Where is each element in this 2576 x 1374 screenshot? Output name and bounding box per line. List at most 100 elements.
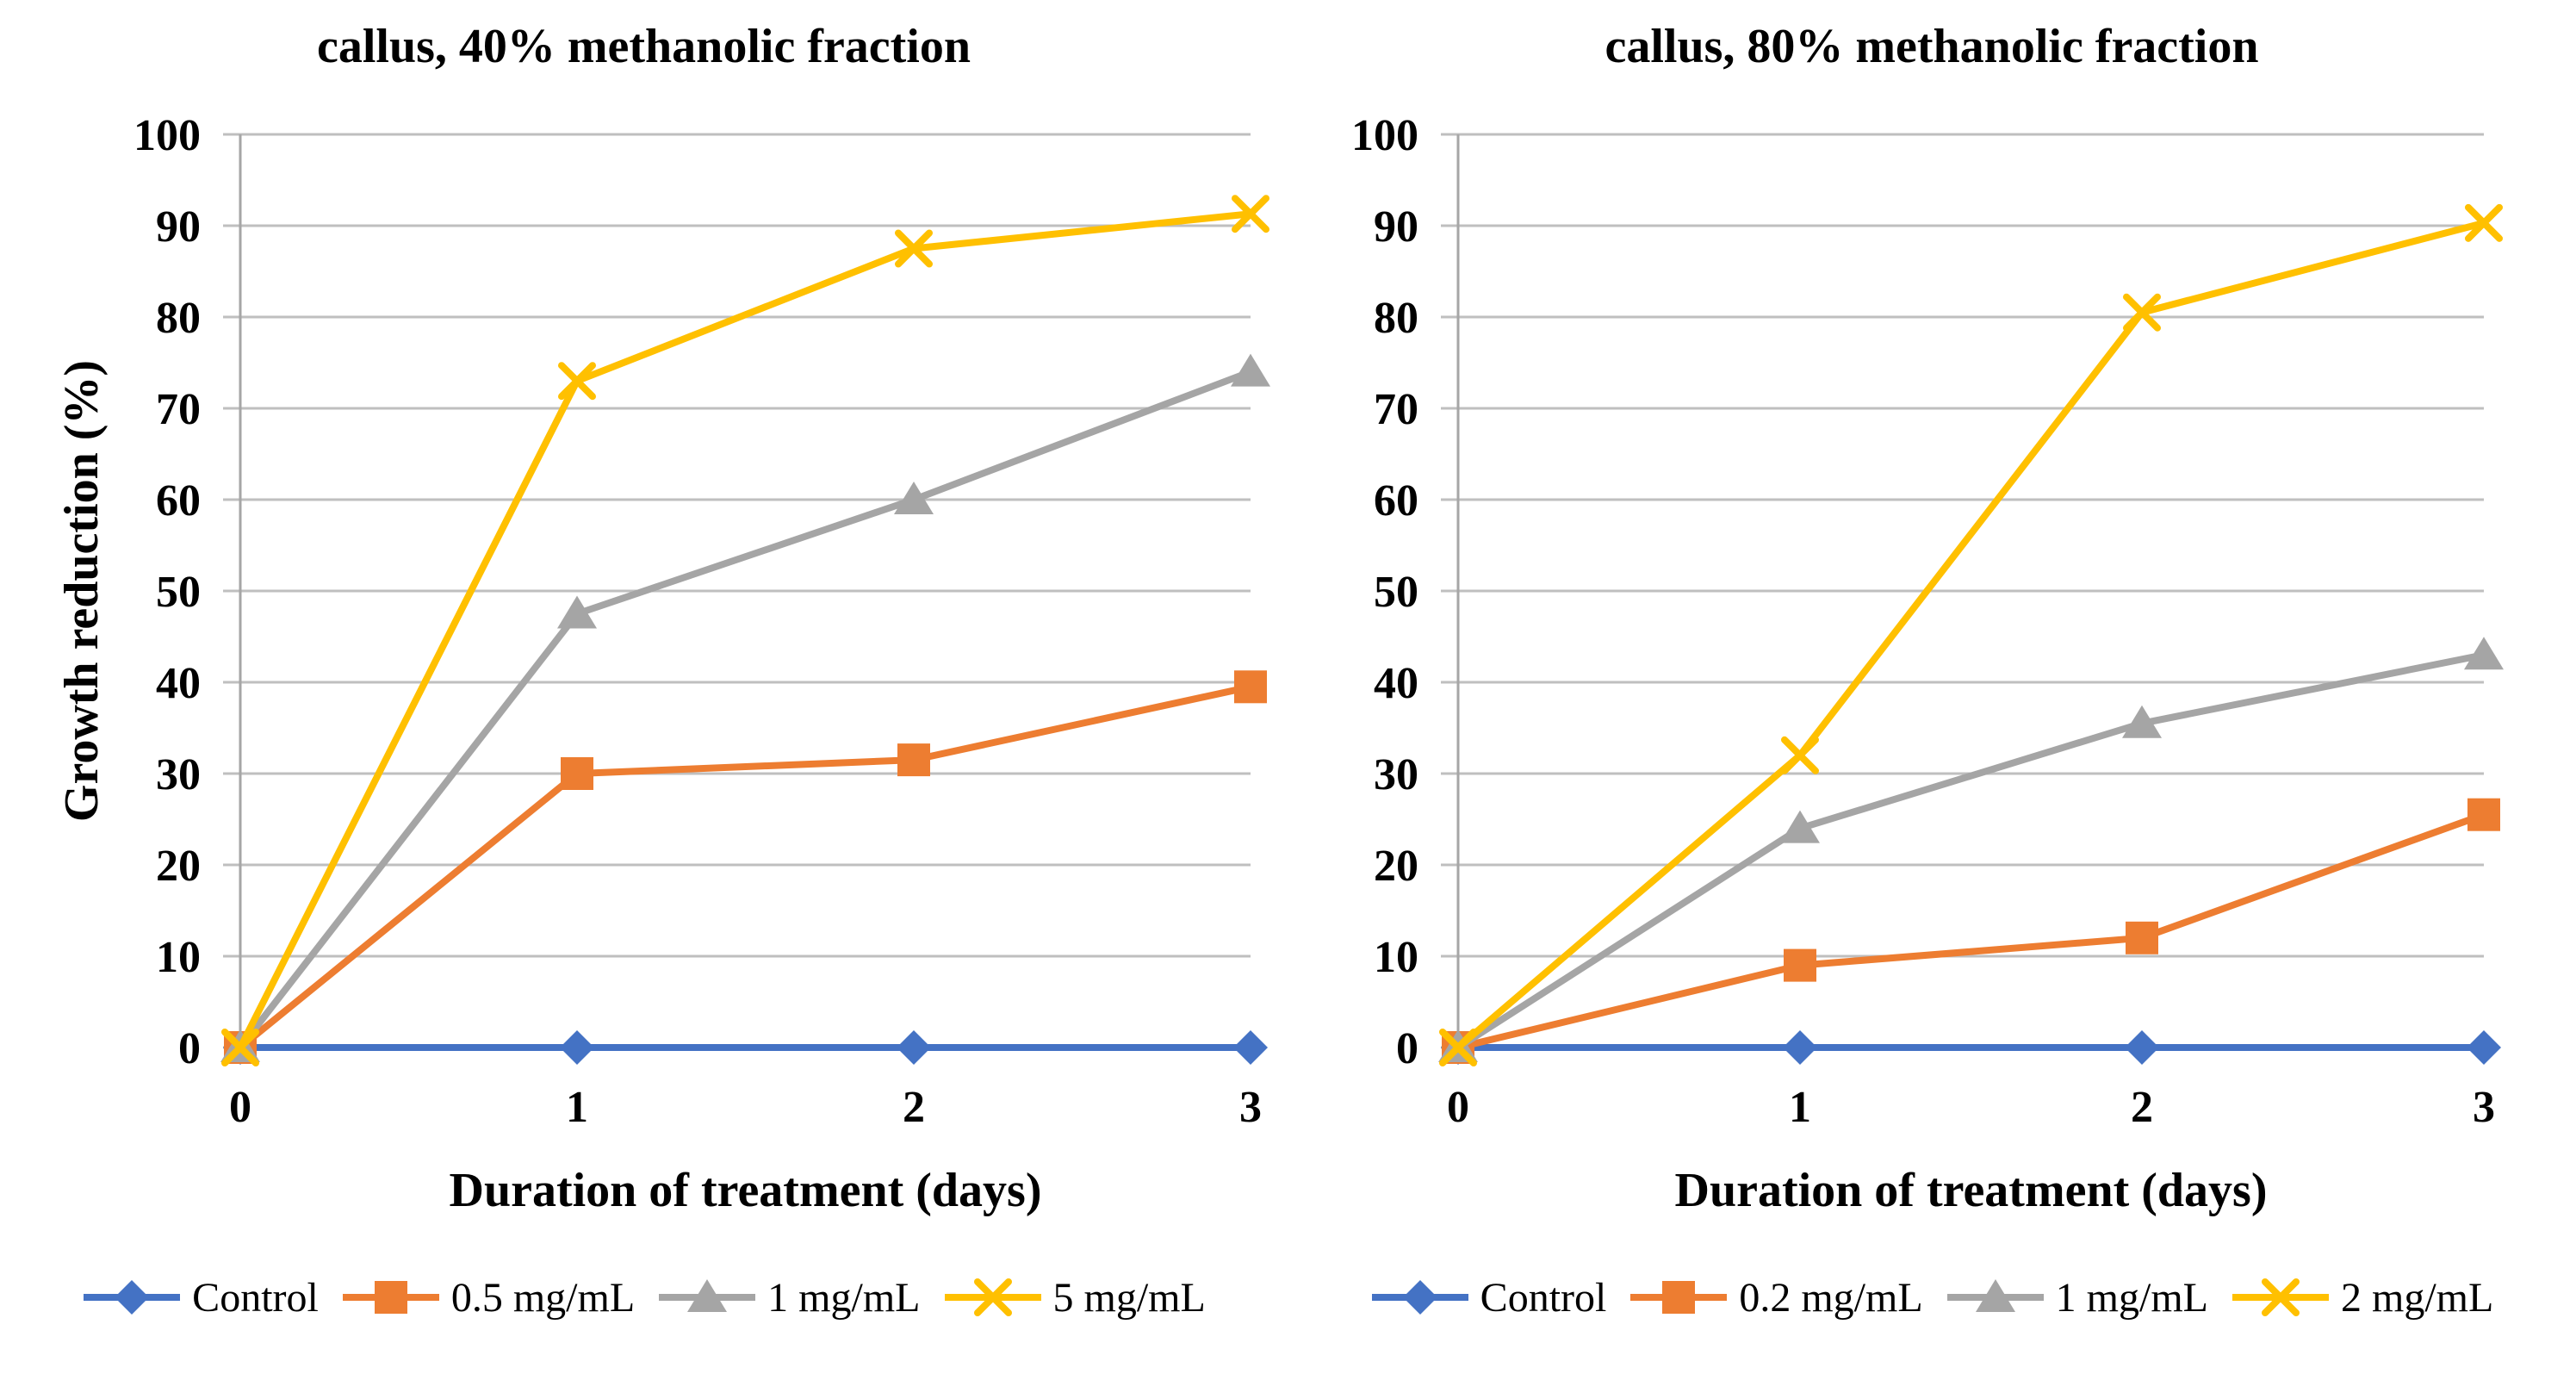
marker-x-stroke bbox=[1232, 195, 1269, 233]
legend-item: 1 mg/mL bbox=[657, 1273, 921, 1321]
marker-x bbox=[558, 362, 596, 401]
marker-x-stroke bbox=[2123, 293, 2161, 332]
x-tick-label: 2 bbox=[903, 1083, 925, 1132]
legend-item: 0.2 mg/mL bbox=[1629, 1273, 1923, 1321]
y-tick-label: 10 bbox=[1374, 933, 1418, 982]
legend-label: 1 mg/mL bbox=[767, 1274, 921, 1321]
marker-diamond bbox=[115, 1280, 150, 1315]
y-tick-label: 90 bbox=[156, 202, 201, 252]
marker-diamond bbox=[897, 1030, 931, 1065]
legend-marker bbox=[944, 1278, 1041, 1316]
legend-marker bbox=[84, 1280, 181, 1315]
marker-triangle bbox=[557, 595, 597, 629]
legend-label: 1 mg/mL bbox=[2055, 1274, 2208, 1321]
marker-x bbox=[1232, 195, 1269, 233]
y-tick-label: 30 bbox=[156, 750, 201, 799]
y-tick-label: 30 bbox=[1374, 750, 1418, 799]
marker-triangle bbox=[1780, 810, 1820, 843]
marker-x bbox=[1781, 736, 1819, 774]
marker-triangle bbox=[1975, 1279, 2015, 1312]
legend-marker bbox=[342, 1281, 439, 1314]
y-tick-label: 20 bbox=[1374, 842, 1418, 891]
marker-diamond bbox=[1233, 1030, 1268, 1065]
x-tick-label: 0 bbox=[229, 1083, 251, 1132]
series-line bbox=[1457, 811, 2486, 1051]
marker-x bbox=[2123, 293, 2161, 332]
marker-x-stroke bbox=[2262, 1278, 2300, 1316]
plot-area: 0 10 20 30 40 50 60 70 80 90 100 0 1 2 3 bbox=[133, 111, 1270, 1132]
series-line bbox=[237, 368, 1252, 1050]
marker-x-stroke bbox=[2465, 203, 2503, 242]
legend-item: 1 mg/mL bbox=[1946, 1273, 2208, 1321]
marker-x bbox=[2465, 203, 2503, 242]
y-tick-label: 70 bbox=[156, 385, 201, 434]
y-tick-label: 10 bbox=[156, 933, 201, 982]
x-tick-label: 0 bbox=[1447, 1083, 1469, 1132]
legend-marker bbox=[2232, 1278, 2329, 1316]
marker-square bbox=[1234, 670, 1267, 704]
marker-triangle bbox=[2122, 705, 2162, 738]
marker-x-stroke bbox=[1439, 1029, 1477, 1066]
legend-label: Control bbox=[1480, 1274, 1607, 1321]
legend-label: 0.2 mg/mL bbox=[1739, 1274, 1923, 1321]
x-axis-title: Duration of treatment (days) bbox=[1674, 1164, 2268, 1217]
series-line bbox=[238, 683, 1251, 1051]
x-axis-title: Duration of treatment (days) bbox=[449, 1164, 1042, 1217]
legend-label: 2 mg/mL bbox=[2341, 1274, 2494, 1321]
marker-square bbox=[1662, 1281, 1696, 1314]
y-tick-label: 90 bbox=[1374, 202, 1418, 252]
legend-item: Control bbox=[82, 1273, 319, 1321]
chart-title: callus, 40% methanolic fraction bbox=[316, 20, 971, 73]
series-line bbox=[1456, 651, 2485, 1051]
marker-square bbox=[1784, 948, 1816, 982]
marker-diamond bbox=[2125, 1030, 2159, 1065]
legend-marker bbox=[1946, 1279, 2044, 1312]
y-tick-label: 20 bbox=[156, 842, 201, 891]
y-tick-label: 0 bbox=[178, 1024, 201, 1073]
legend-marker bbox=[659, 1279, 756, 1312]
y-tick-label: 100 bbox=[1351, 111, 1418, 160]
legend-label: 5 mg/mL bbox=[1052, 1274, 1206, 1321]
legend-item: 2 mg/mL bbox=[2231, 1273, 2493, 1321]
y-tick-label: 40 bbox=[1374, 659, 1418, 708]
chart-legend: Control 0.5 mg/mL 1 mg/mL 5 mg/mL bbox=[0, 1273, 1288, 1321]
y-tick-label: 100 bbox=[133, 111, 201, 160]
marker-diamond bbox=[1402, 1280, 1437, 1315]
series-line bbox=[1456, 219, 2486, 1051]
marker-x bbox=[973, 1278, 1012, 1316]
legend-item: 0.5 mg/mL bbox=[341, 1273, 635, 1321]
marker-square bbox=[2126, 921, 2158, 954]
marker-triangle bbox=[687, 1279, 728, 1312]
legend-label: Control bbox=[192, 1274, 319, 1321]
legend-marker bbox=[1630, 1281, 1728, 1314]
marker-diamond bbox=[560, 1030, 594, 1065]
marker-square bbox=[374, 1281, 407, 1314]
y-tick-label: 80 bbox=[1374, 294, 1418, 343]
marker-x-stroke bbox=[1781, 736, 1819, 774]
legend-item: 5 mg/mL bbox=[943, 1273, 1206, 1321]
chart-callus-80: callus, 80% methanolic fraction 0 10 20 30 4… bbox=[1288, 0, 2576, 1374]
marker-triangle bbox=[1231, 353, 1270, 387]
marker-triangle bbox=[894, 482, 934, 514]
x-tick-label: 3 bbox=[2473, 1083, 2495, 1132]
x-tick-label: 2 bbox=[2131, 1083, 2153, 1132]
marker-triangle bbox=[2464, 637, 2504, 670]
legend-marker bbox=[1371, 1280, 1468, 1315]
marker-x bbox=[221, 1029, 259, 1066]
y-tick-label: 40 bbox=[156, 659, 201, 708]
x-tick-label: 3 bbox=[1239, 1083, 1262, 1132]
marker-x bbox=[895, 229, 933, 268]
marker-x-stroke bbox=[221, 1029, 259, 1066]
chart-title: callus, 80% methanolic fraction bbox=[1605, 20, 2259, 73]
legend-item: Control bbox=[1370, 1273, 1607, 1321]
marker-x bbox=[1439, 1029, 1477, 1066]
y-tick-label: 60 bbox=[1374, 476, 1418, 525]
chart-callus-40: callus, 40% methanolic fraction Growth r… bbox=[0, 20, 1288, 1321]
marker-diamond bbox=[1783, 1030, 1817, 1065]
marker-square bbox=[897, 743, 930, 777]
y-tick-label: 60 bbox=[156, 476, 201, 525]
legend-label: 0.5 mg/mL bbox=[450, 1274, 636, 1321]
marker-x-stroke bbox=[895, 229, 933, 268]
marker-square bbox=[561, 757, 593, 790]
